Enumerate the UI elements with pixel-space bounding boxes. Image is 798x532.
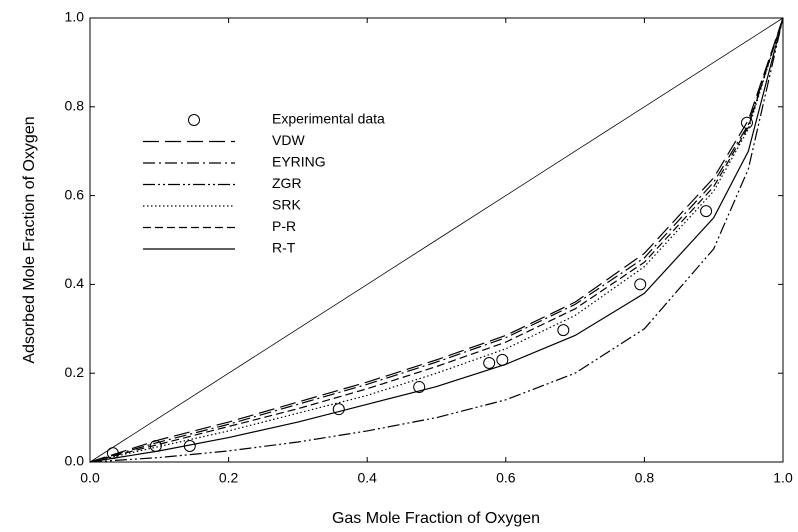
legend-label: VDW: [272, 132, 305, 148]
data-point: [557, 324, 570, 337]
curve: [89, 17, 784, 463]
data-point: [483, 356, 496, 369]
curve: [89, 17, 784, 463]
data-point: [332, 403, 345, 416]
y-tick-label: 0.6: [65, 186, 85, 202]
data-point: [413, 380, 426, 393]
y-tick-label: 1.0: [65, 9, 85, 25]
legend-label: Experimental data: [272, 111, 385, 127]
data-point: [634, 278, 647, 291]
legend-label: P-R: [272, 218, 296, 234]
curve: [89, 17, 784, 463]
legend-label: R-T: [272, 240, 296, 256]
y-axis-label: Adsorbed Mole Fraction of Oxygen: [21, 116, 38, 363]
y-tick-label: 0.2: [65, 364, 85, 380]
legend-marker: [188, 114, 200, 126]
x-tick-label: 0.0: [80, 470, 100, 486]
legend-label: ZGR: [272, 175, 302, 191]
x-tick-label: 1.0: [773, 470, 793, 486]
x-tick-label: 0.8: [635, 470, 655, 486]
legend-label: SRK: [272, 197, 301, 213]
data-point: [700, 205, 713, 218]
curve: [89, 17, 784, 463]
x-tick-label: 0.6: [496, 470, 516, 486]
y-tick-label: 0.8: [65, 98, 85, 114]
y-tick-label: 0.0: [65, 453, 85, 469]
x-axis-label: Gas Mole Fraction of Oxygen: [332, 510, 540, 527]
x-tick-label: 0.4: [357, 470, 377, 486]
plot-frame: [89, 17, 784, 463]
x-tick-label: 0.2: [219, 470, 239, 486]
y-tick-label: 0.4: [65, 275, 85, 291]
curve: [89, 17, 784, 463]
curve: [89, 17, 784, 463]
legend-label: EYRING: [272, 154, 326, 170]
